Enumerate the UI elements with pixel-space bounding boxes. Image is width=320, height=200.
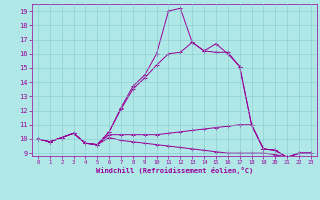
X-axis label: Windchill (Refroidissement éolien,°C): Windchill (Refroidissement éolien,°C)	[96, 167, 253, 174]
